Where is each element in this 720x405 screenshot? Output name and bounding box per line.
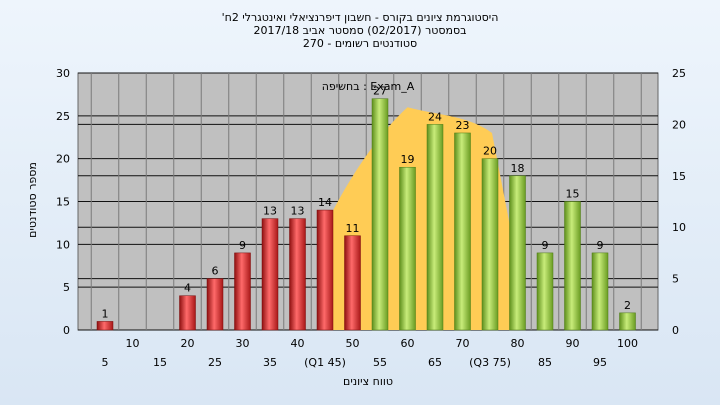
x-tick-9: 50: [346, 337, 360, 350]
bar-4: [206, 278, 224, 331]
bar-10: [371, 98, 389, 331]
y-tick-3: 15: [56, 196, 70, 209]
x-tick-2: 15: [153, 356, 167, 369]
x-tick-3: 20: [181, 337, 195, 350]
y-axis-ticks: 0 5 10 15 20 25 30: [56, 67, 70, 337]
x-tick-8: (Q1 45): [304, 356, 346, 369]
title-line-3: סטודנטים רשומים - 270: [303, 37, 417, 50]
value-label-0: 1: [102, 307, 109, 320]
bar-0: [96, 321, 114, 331]
value-label-17: 15: [566, 188, 580, 201]
bar-12: [426, 124, 444, 331]
x-tick-15: 80: [511, 337, 525, 350]
bar-11: [399, 166, 416, 331]
x-tick-7: 40: [291, 337, 305, 350]
y-tick-0: 0: [63, 324, 70, 337]
x-axis-label: טווח ציונים: [343, 375, 393, 388]
value-label-6: 13: [263, 205, 277, 218]
bar-5: [234, 252, 251, 331]
x-tick-4: 25: [208, 356, 222, 369]
x-tick-18: 95: [593, 356, 607, 369]
value-label-10: 27: [373, 85, 387, 98]
value-label-19: 2: [624, 299, 631, 312]
x-tick-10: 55: [373, 356, 387, 369]
bar-17: [564, 201, 581, 331]
bar-7: [289, 218, 306, 331]
title-line-2: בסמסטר (02/2017) סמסטר אביב 2017/18: [253, 24, 466, 37]
bar-6: [261, 218, 279, 331]
x-tick-0: 5: [102, 356, 109, 369]
x-tick-6: 35: [263, 356, 277, 369]
x-tick-14: (Q3 75): [469, 356, 511, 369]
bars-group: [96, 98, 636, 331]
value-label-4: 6: [212, 265, 219, 278]
chart-title: 'היסטוגרמת ציונים בקורס - חשבון דיפרנציא…: [222, 11, 499, 50]
x-tick-19: 100: [617, 337, 638, 350]
y2-tick-2: 10: [672, 221, 686, 234]
y-tick-4: 20: [56, 153, 70, 166]
value-label-7: 13: [291, 205, 305, 218]
value-label-5: 9: [239, 239, 246, 252]
y-tick-1: 5: [63, 281, 70, 294]
title-line-1: 'היסטוגרמת ציונים בקורס - חשבון דיפרנציא…: [222, 11, 499, 24]
value-label-15: 18: [511, 162, 525, 175]
y-tick-6: 30: [56, 67, 70, 80]
value-label-14: 20: [483, 145, 497, 158]
value-label-11: 19: [401, 153, 415, 166]
value-label-3: 4: [184, 282, 191, 295]
bar-13: [454, 132, 471, 331]
y2-tick-3: 15: [672, 170, 686, 183]
bar-8: [316, 209, 334, 331]
value-label-12: 24: [428, 110, 442, 123]
y2-tick-0: 0: [672, 324, 679, 337]
value-label-16: 9: [542, 239, 549, 252]
y2-tick-5: 25: [672, 67, 686, 80]
y2-tick-1: 5: [672, 273, 679, 286]
bar-3: [179, 295, 196, 331]
y-tick-2: 10: [56, 238, 70, 251]
y2-tick-4: 20: [672, 118, 686, 131]
x-tick-12: 65: [428, 356, 442, 369]
y-axis-label: מספר סטודנטים: [26, 162, 39, 238]
bar-14: [481, 158, 499, 331]
y2-axis-ticks: 0 5 10 15 20 25: [672, 67, 686, 337]
x-tick-16: 85: [538, 356, 552, 369]
bar-18: [591, 252, 609, 331]
bar-19: [619, 312, 636, 331]
value-label-18: 9: [597, 239, 604, 252]
value-label-9: 11: [346, 222, 360, 235]
bar-15: [509, 175, 526, 331]
x-tick-1: 10: [126, 337, 140, 350]
value-label-13: 23: [456, 119, 470, 132]
value-label-8: 14: [318, 196, 332, 209]
x-tick-11: 60: [401, 337, 415, 350]
x-tick-17: 90: [566, 337, 580, 350]
bar-9: [344, 235, 361, 331]
chart-annotation: בחשיפה : Exam_A: [322, 80, 415, 93]
x-tick-5: 30: [236, 337, 250, 350]
bar-16: [536, 252, 554, 331]
y-tick-5: 25: [56, 110, 70, 123]
x-tick-13: 70: [456, 337, 470, 350]
